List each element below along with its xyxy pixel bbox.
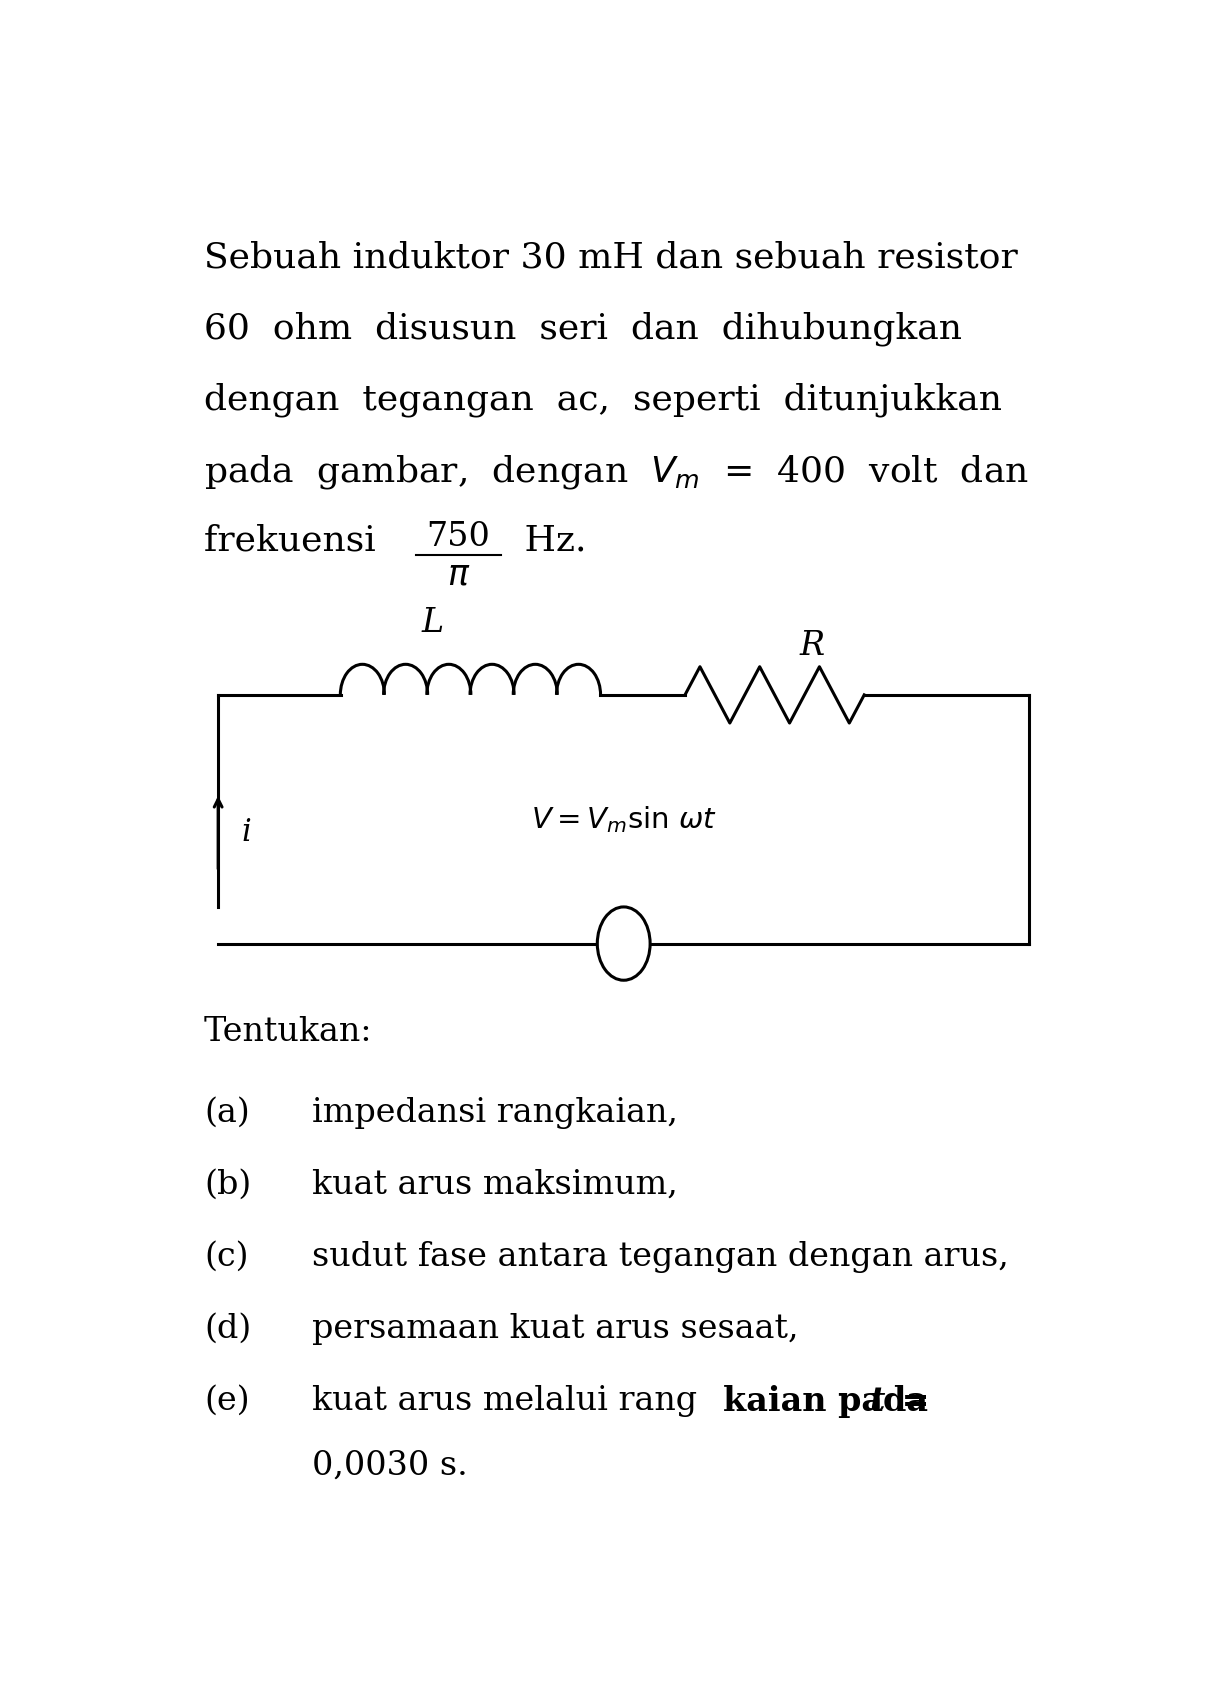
Text: (a): (a)	[204, 1096, 249, 1129]
Text: Sebuah induktor 30 mH dan sebuah resistor: Sebuah induktor 30 mH dan sebuah resisto…	[204, 241, 1017, 275]
Text: Hz.: Hz.	[514, 524, 587, 558]
Text: i: i	[242, 816, 252, 848]
Text: (e): (e)	[204, 1386, 249, 1416]
Circle shape	[598, 906, 650, 981]
Text: $V = V_m \sin \, \omega t$: $V = V_m \sin \, \omega t$	[531, 804, 717, 835]
Text: Tentukan:: Tentukan:	[204, 1015, 372, 1047]
Text: ~: ~	[615, 933, 633, 954]
Text: pada  gambar,  dengan  $V_{m}$  =  400  volt  dan: pada gambar, dengan $V_{m}$ = 400 volt d…	[204, 452, 1028, 491]
Text: (b): (b)	[204, 1168, 251, 1200]
Text: =: =	[890, 1386, 930, 1418]
Text: impedansi rangkaian,: impedansi rangkaian,	[313, 1096, 678, 1129]
Text: 0,0030 s.: 0,0030 s.	[313, 1450, 469, 1481]
Text: (d): (d)	[204, 1312, 251, 1345]
Text: t: t	[869, 1386, 885, 1418]
Text: R: R	[800, 631, 825, 663]
Text: kuat arus melalui rang: kuat arus melalui rang	[313, 1386, 697, 1416]
Text: kuat arus maksimum,: kuat arus maksimum,	[313, 1168, 678, 1200]
Text: sudut fase antara tegangan dengan arus,: sudut fase antara tegangan dengan arus,	[313, 1241, 1009, 1273]
Text: 750: 750	[427, 520, 490, 553]
Text: 60  ohm  disusun  seri  dan  dihubungkan: 60 ohm disusun seri dan dihubungkan	[204, 311, 961, 345]
Text: (c): (c)	[204, 1241, 248, 1273]
Text: persamaan kuat arus sesaat,: persamaan kuat arus sesaat,	[313, 1312, 800, 1345]
Text: frekuensi: frekuensi	[204, 524, 387, 558]
Text: L: L	[421, 607, 444, 639]
Text: dengan  tegangan  ac,  seperti  ditunjukkan: dengan tegangan ac, seperti ditunjukkan	[204, 382, 1002, 416]
Text: $\pi$: $\pi$	[447, 558, 470, 592]
Text: kaian pada: kaian pada	[723, 1386, 940, 1418]
